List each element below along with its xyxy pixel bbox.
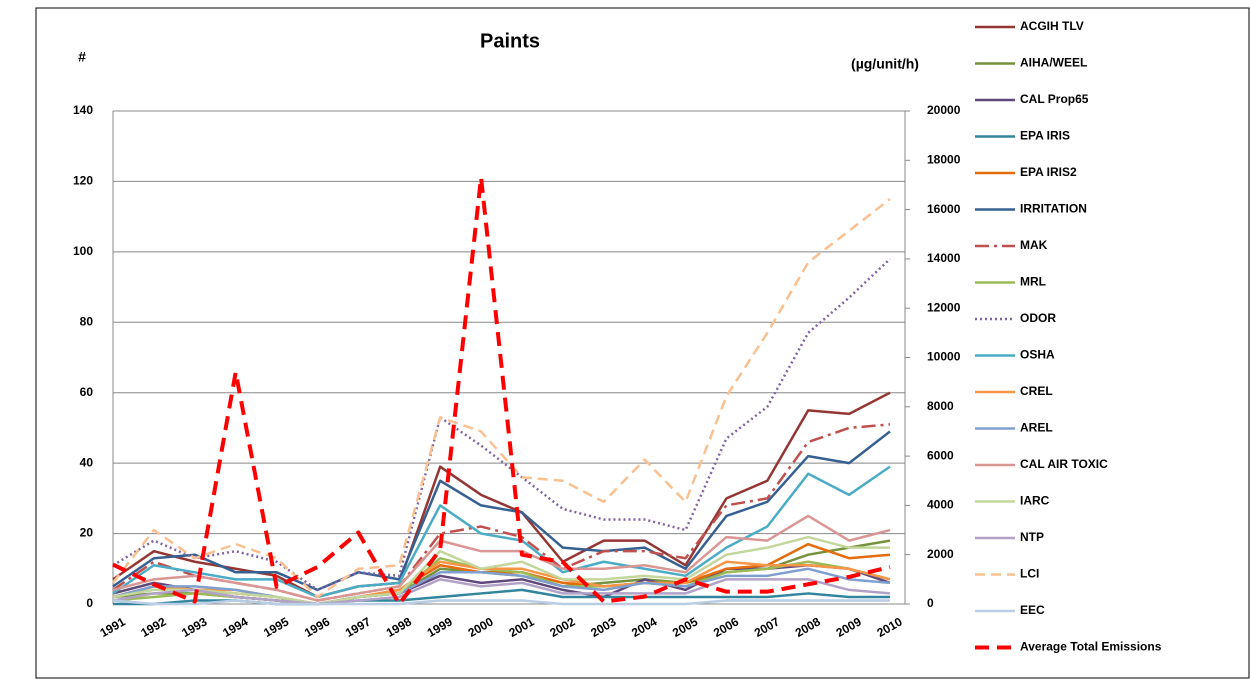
legend-label: CREL: [1020, 384, 1053, 398]
x-tick-label: 2002: [547, 614, 577, 640]
legend-label: EPA IRIS2: [1020, 165, 1077, 179]
legend-label: CAL AIR TOXIC: [1020, 457, 1108, 471]
x-tick-label: 2005: [670, 614, 700, 640]
y2-tick-label: 0: [927, 596, 934, 610]
y-axis-label: #: [78, 49, 86, 65]
legend-label: OSHA: [1020, 348, 1055, 362]
legend-label: MRL: [1020, 275, 1046, 289]
series-line: [112, 578, 891, 606]
y-tick-label: 20: [80, 526, 94, 540]
x-tick-label: 1994: [220, 614, 250, 640]
series-line: [112, 175, 891, 606]
y-tick-label: 40: [80, 455, 94, 469]
y-tick-label: 60: [80, 385, 94, 399]
x-tick-label: 1999: [425, 614, 455, 640]
y-tick-label: 100: [73, 244, 93, 258]
series-line: [112, 535, 890, 606]
y2-tick-label: 18000: [927, 152, 961, 166]
x-tick-label: 2008: [793, 614, 823, 640]
y2-tick-label: 4000: [927, 498, 954, 512]
y2-tick-label: 16000: [927, 202, 961, 216]
x-tick-label: 2000: [466, 614, 496, 640]
x-tick-label: 2007: [752, 614, 782, 640]
x-tick-label: 1992: [138, 614, 168, 640]
x-tick-label: 2003: [588, 614, 618, 640]
y2-tick-label: 12000: [927, 300, 961, 314]
frame: [35, 7, 1250, 679]
series-line: [112, 567, 891, 606]
y2-tick-label: 10000: [927, 350, 961, 364]
x-tick-label: 2006: [711, 614, 741, 640]
x-tick-label: 2010: [875, 614, 905, 640]
series-line: [112, 514, 891, 602]
legend-label: ACGIH TLV: [1020, 19, 1084, 33]
series-line: [112, 465, 891, 599]
y2-axis-label: (µg/unit/h): [851, 56, 919, 72]
x-tick-label: 2004: [629, 614, 659, 640]
x-tick-label: 1991: [98, 614, 128, 640]
x-tick-label: 1995: [261, 614, 291, 640]
x-tick-label: 1993: [179, 614, 209, 640]
y2-tick-label: 14000: [927, 251, 961, 265]
legend-label: IARC: [1020, 494, 1050, 508]
legend-label: EEC: [1020, 603, 1045, 617]
series-line: [112, 198, 891, 599]
x-tick-label: 2009: [834, 614, 864, 640]
legend-label: IRRITATION: [1020, 202, 1087, 216]
series-line: [112, 391, 891, 599]
y2-tick-label: 6000: [927, 448, 954, 462]
x-tick-label: 2001: [506, 614, 536, 640]
y-tick-label: 140: [73, 103, 93, 117]
series-line: [112, 430, 891, 592]
x-tick-label: 1998: [384, 614, 414, 640]
x-tick-label: 1996: [302, 614, 332, 640]
series-line: [112, 257, 891, 592]
y2-tick-label: 20000: [927, 103, 961, 117]
legend-label: EPA IRIS: [1020, 129, 1070, 143]
legend-label: NTP: [1020, 530, 1044, 544]
y2-tick-label: 8000: [927, 399, 954, 413]
y2-tick-label: 2000: [927, 547, 954, 561]
y-tick-label: 0: [86, 596, 93, 610]
legend-label: AREL: [1020, 421, 1053, 435]
x-tick-label: 1997: [343, 614, 373, 640]
y-tick-label: 80: [80, 314, 94, 328]
series-line: [112, 599, 890, 606]
y-tick-label: 120: [73, 174, 93, 188]
legend-label: AIHA/WEEL: [1020, 56, 1087, 70]
legend-label: Average Total Emissions: [1020, 640, 1162, 654]
legend-label: LCI: [1020, 567, 1039, 581]
chart-title: Paints: [480, 30, 540, 52]
legend-label: CAL Prop65: [1020, 92, 1089, 106]
legend-label: MAK: [1020, 238, 1048, 252]
legend-label: ODOR: [1020, 311, 1056, 325]
